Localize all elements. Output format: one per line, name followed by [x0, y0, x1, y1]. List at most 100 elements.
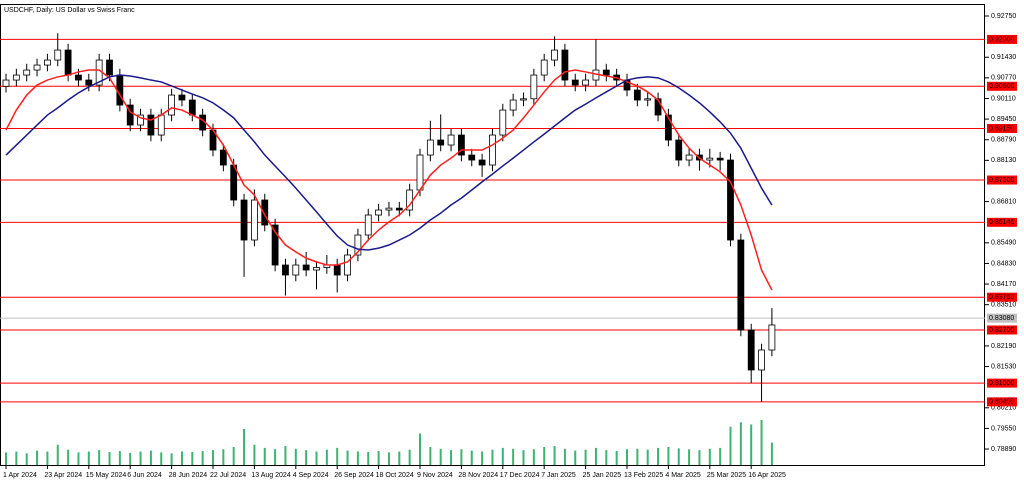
candle-body — [85, 79, 93, 86]
x-tick-label: 28 Jun 2024 — [169, 472, 208, 479]
volume-bar — [605, 450, 608, 465]
volume-bar — [253, 444, 256, 465]
candle-body — [271, 224, 279, 266]
candle-body — [509, 99, 517, 111]
candle-body — [302, 264, 310, 271]
level-label: 0.81000 — [989, 380, 1014, 387]
candle-body — [54, 49, 62, 61]
level-label: 0.90500 — [989, 83, 1014, 90]
level-box — [987, 325, 1017, 335]
level-box — [987, 81, 1017, 91]
y-tick-label: 0.80210 — [991, 405, 1016, 412]
y-tick-label: 0.82190 — [991, 343, 1016, 350]
candle-body — [478, 159, 486, 166]
candle-body — [240, 199, 248, 241]
volume-bar — [522, 450, 525, 465]
candle-body — [727, 159, 734, 241]
volume-bar — [118, 451, 121, 465]
level-box — [987, 123, 1017, 133]
candle-body — [520, 98, 527, 101]
x-tick-label: 15 May 2024 — [86, 472, 127, 479]
volume-bar — [470, 450, 473, 465]
moving-average — [5, 69, 773, 291]
volume-bar — [232, 447, 235, 465]
moving-average — [5, 74, 773, 251]
volume-bar — [367, 451, 370, 465]
x-tick-label: 13 Aug 2024 — [251, 472, 290, 479]
volume-bar — [553, 446, 556, 465]
volume-bar — [377, 451, 380, 465]
candle-body — [768, 324, 776, 351]
volume-bar — [760, 420, 763, 465]
volume-bar — [98, 450, 101, 465]
volume-bar — [5, 452, 7, 465]
candle-body — [561, 49, 569, 81]
candle-body — [395, 207, 403, 211]
level-box — [987, 175, 1017, 185]
candle-body — [375, 209, 383, 216]
y-tick-label: 0.83510 — [991, 302, 1016, 309]
price-line-box — [987, 313, 1017, 323]
candle-body — [157, 114, 165, 136]
x-tick-label: 25 Mar 2025 — [707, 472, 746, 479]
volume-bar — [501, 447, 504, 465]
volume-bar — [315, 451, 318, 465]
candle-body — [685, 154, 693, 161]
candle-body — [261, 199, 269, 226]
candle-body — [665, 114, 672, 141]
volume-bar — [584, 449, 587, 465]
volume-bar — [294, 448, 297, 465]
volume-bar — [201, 451, 204, 465]
volume-bar — [325, 449, 328, 465]
volume-bar — [563, 448, 566, 465]
candle-body — [333, 264, 341, 276]
candle-body — [706, 157, 714, 161]
candle-body — [551, 49, 558, 61]
candle-body — [12, 74, 20, 81]
volume-bar — [481, 451, 484, 465]
volume-bar — [667, 447, 670, 465]
candle-body — [737, 239, 745, 331]
y-tick-label: 0.92750 — [991, 13, 1016, 20]
candle-body — [219, 149, 227, 166]
x-tick-label: 9 Nov 2024 — [417, 472, 453, 479]
candle-body — [147, 114, 155, 136]
volume-bar — [387, 452, 390, 465]
volume-bar — [419, 433, 421, 465]
y-tick-label: 0.86810 — [991, 198, 1016, 205]
level-label: 0.83750 — [989, 294, 1014, 301]
y-tick-label: 0.90770 — [991, 75, 1016, 82]
candle-body — [313, 267, 320, 271]
candle-body — [292, 264, 300, 276]
volume-bar — [36, 450, 39, 465]
level-label: 0.92000 — [989, 36, 1014, 43]
candle-body — [168, 94, 176, 116]
level-label: 0.87500 — [989, 177, 1014, 184]
volume-bar — [25, 453, 28, 465]
volume-bar — [708, 448, 711, 465]
y-tick-label: 0.89450 — [991, 116, 1016, 123]
volume-bar — [336, 447, 339, 465]
volume-bar — [729, 426, 732, 465]
chart-title: USDCHF, Daily: US Dollar vs Swiss Franc — [4, 7, 135, 14]
volume-bar — [739, 422, 742, 465]
volume-bar — [408, 449, 411, 465]
volume-bar — [274, 449, 277, 465]
x-tick-label: 28 Nov 2024 — [458, 472, 498, 479]
y-tick-label: 0.84830 — [991, 260, 1016, 267]
level-box — [987, 34, 1017, 44]
volume-bar — [356, 451, 359, 465]
y-tick-label: 0.88790 — [991, 137, 1016, 144]
x-tick-label: 4 Mar 2025 — [665, 472, 701, 479]
price-line-label: 0.83080 — [989, 315, 1014, 322]
candle-body — [250, 199, 258, 241]
x-tick-label: 7 Jan 2025 — [541, 472, 576, 479]
volume-bar — [626, 449, 628, 465]
volume-bar — [263, 447, 266, 465]
volume-bar — [243, 429, 246, 465]
volume-bar — [439, 448, 442, 465]
volume-bar — [212, 450, 214, 465]
volume-bar — [677, 448, 680, 465]
x-tick-label: 16 Apr 2025 — [748, 472, 786, 479]
